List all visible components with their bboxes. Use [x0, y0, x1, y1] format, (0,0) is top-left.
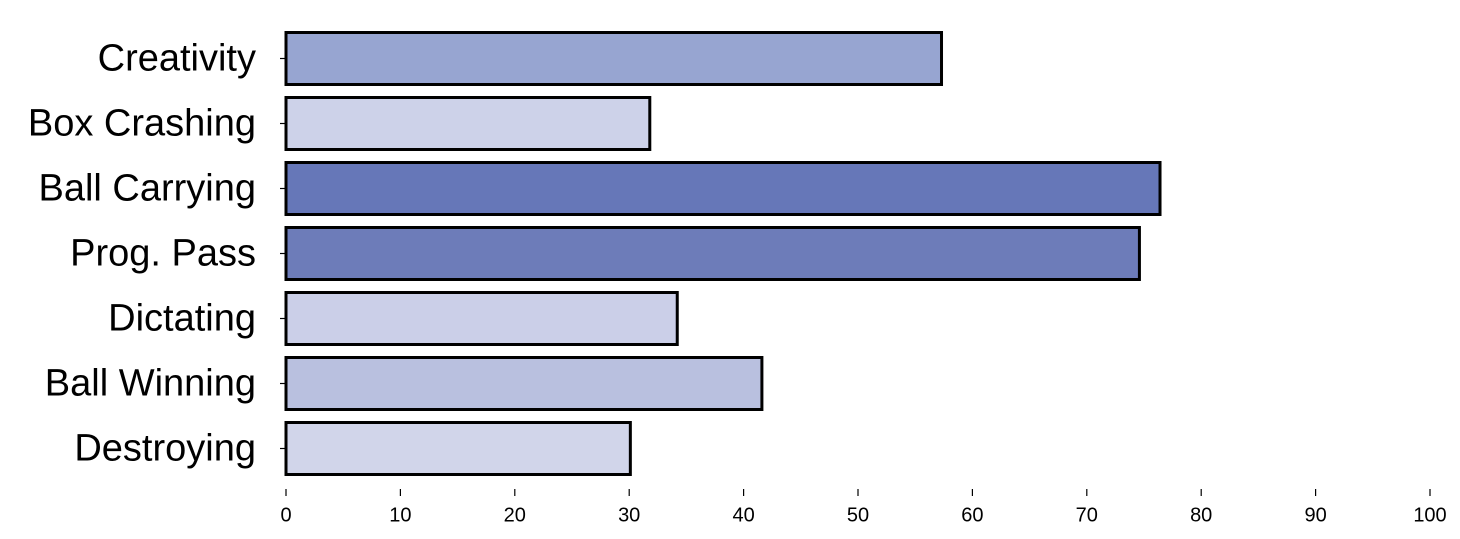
y-tick-label: Prog. Pass: [70, 233, 256, 275]
x-tick-label: 0: [280, 504, 291, 526]
bar: [284, 161, 1162, 216]
y-tick-label: Ball Carrying: [38, 168, 256, 210]
x-tick-label: 90: [1304, 504, 1326, 526]
x-tick-label: 20: [504, 504, 526, 526]
y-tick-label: Ball Winning: [45, 363, 256, 405]
x-tick-label: 100: [1413, 504, 1446, 526]
x-tick-label: 60: [961, 504, 983, 526]
bar: [284, 421, 632, 476]
y-tick-label: Box Crashing: [28, 103, 256, 145]
bar: [284, 31, 944, 86]
bar: [284, 226, 1141, 281]
y-tick-label: Creativity: [98, 38, 256, 80]
x-tick-label: 80: [1190, 504, 1212, 526]
x-tick-label: 70: [1076, 504, 1098, 526]
x-tick-label: 40: [732, 504, 754, 526]
x-tick-label: 30: [618, 504, 640, 526]
bar: [284, 291, 679, 346]
y-tick-label: Dictating: [108, 298, 256, 340]
y-tick-label: Destroying: [74, 428, 256, 470]
x-tick-label: 50: [847, 504, 869, 526]
bar: [284, 96, 652, 151]
x-tick-label: 10: [389, 504, 411, 526]
bar: [284, 356, 764, 411]
